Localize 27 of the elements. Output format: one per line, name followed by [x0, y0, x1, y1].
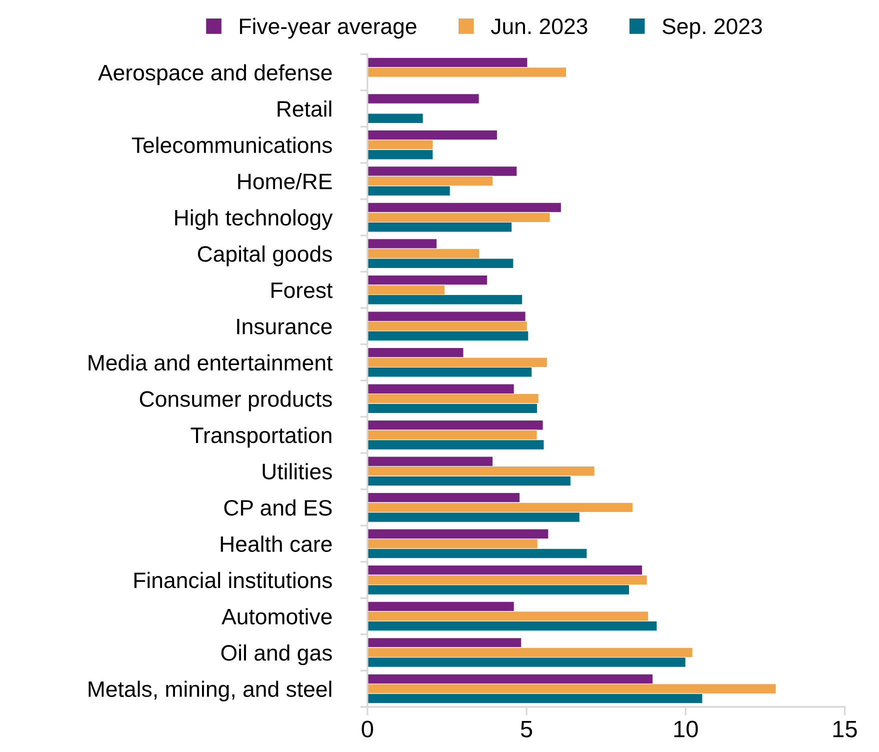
y-tick-label: Metals, mining, and steel [88, 680, 332, 702]
y-tick-label: Aerospace and defense [98, 64, 332, 85]
y-tick-label: Forest [272, 282, 333, 298]
bar [367, 94, 480, 104]
y-tick-label: Utilities [262, 463, 332, 480]
y-tick-label: Capital goods [198, 246, 332, 266]
x-tick-label: 10 [674, 720, 698, 738]
y-tick-label: Media and entertainment [88, 354, 333, 371]
y-tick-label: Home/RE [238, 173, 332, 190]
x-tick-label: 15 [833, 720, 857, 738]
x-tick-label: 0 [362, 720, 374, 738]
legend-label: Jun. 2023 [490, 18, 588, 34]
y-tick-label: Transportation [190, 426, 332, 448]
y-tick-label: Consumer products [140, 390, 332, 412]
legend-label: Sep. 2023 [662, 18, 762, 39]
x-tick-label: 5 [520, 720, 532, 738]
y-tick-label: Telecommunications [132, 136, 332, 154]
legend-label: Five-year average [240, 18, 416, 39]
y-tick-label: Oil and gas [221, 644, 332, 666]
y-tick-label: Health care [220, 536, 332, 552]
bar [367, 113, 424, 124]
y-tick-label: Financial institutions [134, 572, 332, 588]
y-tick-label: Insurance [237, 318, 332, 334]
y-tick-label: Automotive [222, 608, 332, 624]
y-tick-label: Retail [278, 100, 332, 117]
y-tick-label: CP and ES [224, 499, 332, 516]
y-tick-label: High technology [175, 209, 333, 230]
